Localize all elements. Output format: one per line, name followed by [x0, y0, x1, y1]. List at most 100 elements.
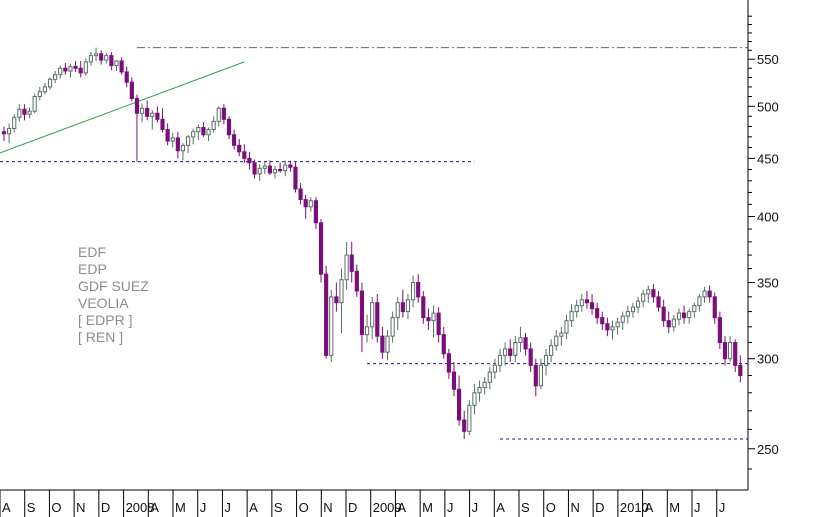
- candle-body: [528, 348, 533, 366]
- candle: [554, 329, 559, 351]
- candle-body: [666, 320, 671, 328]
- candle: [349, 241, 354, 283]
- candle-body: [559, 332, 564, 337]
- candle: [436, 307, 441, 343]
- candle: [697, 293, 702, 312]
- candle: [232, 129, 237, 150]
- candle-body: [487, 371, 492, 383]
- candle-body: [595, 308, 600, 319]
- candle: [211, 116, 216, 133]
- candle: [712, 292, 717, 324]
- candle-body: [22, 108, 27, 115]
- candle: [93, 47, 99, 61]
- candle: [676, 308, 682, 326]
- candle: [457, 375, 462, 426]
- candle: [119, 57, 124, 75]
- candle: [579, 293, 584, 312]
- y-tick-label: 350: [757, 276, 779, 291]
- candle: [22, 104, 27, 121]
- x-tick-label: M: [422, 500, 433, 515]
- candle: [681, 305, 687, 324]
- candle-body: [334, 296, 339, 304]
- x-tick-label: D: [595, 500, 604, 515]
- candle-body: [58, 67, 63, 76]
- candle: [503, 342, 508, 366]
- candle: [293, 161, 298, 193]
- candle: [421, 291, 426, 324]
- candle-body: [313, 200, 319, 224]
- candle: [467, 399, 472, 436]
- candle: [569, 304, 574, 327]
- candle-body: [738, 364, 743, 376]
- x-tick-label: J: [719, 500, 726, 515]
- x-tick-label: A: [397, 500, 406, 515]
- x-tick-label: O: [51, 500, 61, 515]
- candle: [334, 282, 339, 312]
- candle-body: [707, 290, 712, 298]
- candle-body: [63, 67, 68, 72]
- candle-body: [175, 137, 180, 152]
- candle: [472, 384, 477, 415]
- candle: [595, 302, 600, 324]
- candle: [661, 299, 666, 327]
- legend-item-ren: [ REN ]: [78, 329, 123, 345]
- candle: [405, 293, 411, 320]
- candle-body: [671, 318, 676, 328]
- candle: [692, 302, 697, 318]
- candle: [242, 144, 247, 163]
- candle-body: [1, 131, 7, 135]
- candle-body: [221, 107, 226, 120]
- candle: [666, 311, 671, 334]
- candle: [329, 289, 334, 363]
- candle: [262, 161, 267, 174]
- candle-body: [717, 317, 722, 344]
- candle-body: [635, 300, 641, 308]
- candle: [155, 106, 160, 123]
- candle: [201, 122, 206, 137]
- candle: [278, 162, 283, 173]
- candle-body: [416, 282, 421, 298]
- candle-body: [88, 55, 94, 63]
- candle-body: [467, 404, 472, 432]
- candle-body: [661, 306, 666, 322]
- candle: [707, 285, 712, 303]
- candle-body: [610, 326, 615, 331]
- candle: [549, 339, 554, 363]
- candle-body: [12, 116, 17, 130]
- candle-body: [462, 419, 467, 432]
- candle-body: [211, 120, 216, 131]
- candle-body: [364, 326, 370, 336]
- candle: [58, 65, 63, 79]
- x-tick-label: J: [224, 500, 231, 515]
- candle-body: [93, 53, 99, 57]
- candle: [518, 326, 523, 353]
- candle-body: [318, 222, 324, 275]
- y-tick-label: 500: [757, 99, 779, 114]
- candle: [73, 60, 78, 72]
- candle-body: [78, 67, 83, 74]
- candle-body: [523, 337, 528, 350]
- candle-body: [53, 74, 58, 80]
- candle: [410, 275, 416, 308]
- candle-body: [298, 188, 303, 201]
- x-tick-label: A: [150, 500, 159, 515]
- candle-body: [538, 364, 543, 387]
- candle-body: [702, 290, 707, 298]
- candle-body: [605, 323, 610, 331]
- candle: [451, 362, 457, 397]
- candle-body: [150, 112, 155, 117]
- candle: [313, 197, 319, 230]
- candle: [584, 291, 590, 309]
- candle-body: [344, 254, 349, 281]
- legend-item-veolia: VEOLIA: [78, 295, 129, 311]
- candle: [129, 77, 134, 102]
- y-axis: 250 300 350 400 450 500 550: [747, 0, 779, 490]
- candle-body: [431, 312, 436, 322]
- candle: [564, 314, 569, 340]
- candle: [656, 291, 661, 312]
- candle: [63, 62, 68, 75]
- candle: [462, 410, 467, 440]
- candle-body: [104, 55, 109, 61]
- candle-body: [569, 311, 574, 322]
